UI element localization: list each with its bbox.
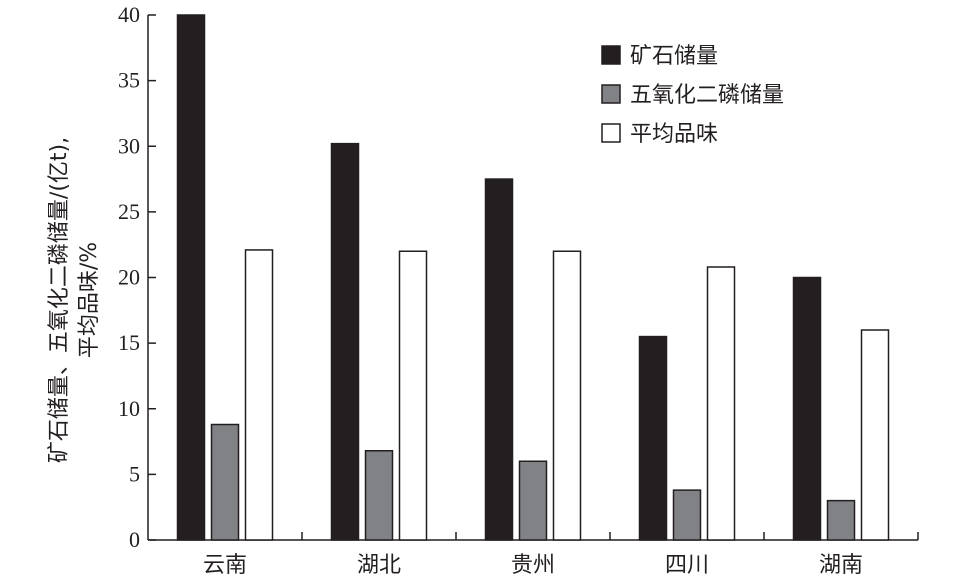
bar — [826, 499, 856, 541]
x-tick-label: 湖南 — [819, 553, 863, 577]
x-tick-label: 四川 — [665, 553, 709, 577]
y-tick-label: 35 — [118, 68, 140, 93]
y-tick-label: 25 — [118, 199, 140, 224]
bar — [860, 329, 890, 541]
bar — [484, 178, 514, 541]
y-tick-label: 15 — [118, 330, 140, 355]
x-tick-label: 湖北 — [357, 553, 401, 577]
legend-label: 五氧化二磷储量 — [630, 83, 784, 108]
bar — [706, 266, 736, 541]
bar — [398, 250, 428, 541]
y-axis-label-line-1: 矿石储量、五氧化二磷储量/(亿t), — [47, 137, 72, 463]
bar — [244, 249, 274, 541]
bar — [330, 142, 360, 541]
y-tick-label: 5 — [129, 461, 140, 486]
bar — [518, 460, 548, 541]
y-tick-label: 30 — [118, 133, 140, 158]
x-tick-label: 云南 — [203, 553, 247, 577]
legend-label: 平均品味 — [630, 122, 718, 147]
legend-swatch — [601, 84, 621, 104]
bar — [364, 450, 394, 541]
legend-label: 矿石储量 — [630, 44, 718, 69]
plot-area: 0 5 10 15 20 25 30 35 40 云南 湖北 贵州 四川 湖南 — [118, 2, 919, 577]
bar — [176, 14, 206, 541]
bar — [638, 335, 668, 541]
bar — [210, 423, 240, 541]
y-tick-label: 0 — [129, 527, 140, 552]
y-axis-label-line-2: 平均品味/% — [77, 242, 102, 358]
bar — [552, 250, 582, 541]
y-tick-label: 40 — [118, 2, 140, 27]
x-tick-label: 贵州 — [511, 553, 555, 577]
legend-swatch — [601, 45, 621, 65]
bar — [672, 489, 702, 541]
y-tick-label: 10 — [118, 396, 140, 421]
y-axis-label: 矿石储量、五氧化二磷储量/(亿t), 平均品味/% — [47, 137, 102, 463]
y-tick-label: 20 — [118, 265, 140, 290]
bar — [792, 276, 822, 541]
legend-swatch — [601, 123, 621, 143]
